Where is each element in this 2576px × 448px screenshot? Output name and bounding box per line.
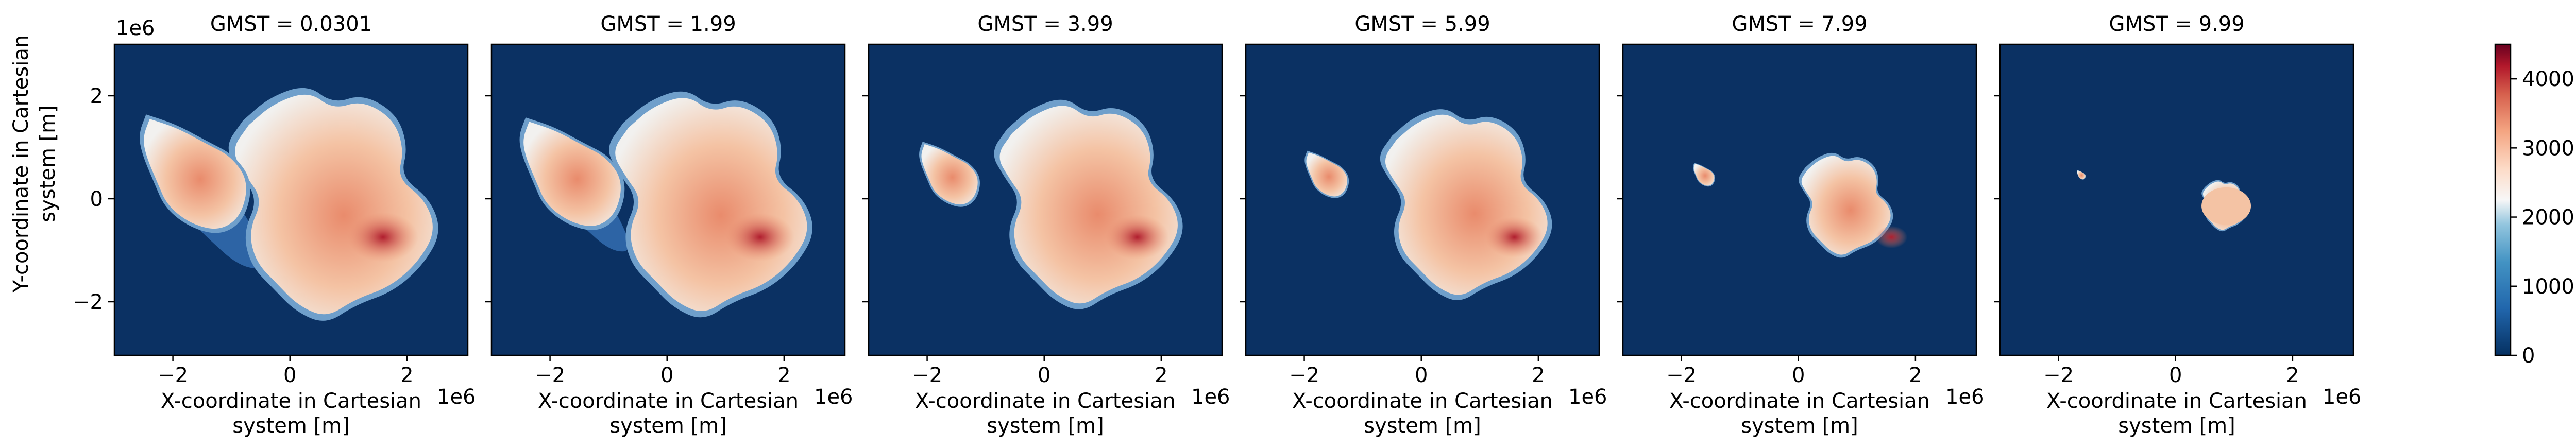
x-tick-label: −2	[158, 364, 188, 387]
axes-frame	[1245, 43, 1600, 356]
x-axis-label-line-1: X-coordinate in Cartesian	[161, 389, 421, 413]
x-tick-label: 2	[1909, 364, 1922, 387]
x-axis-label-line-2: system [m]	[232, 414, 350, 438]
map-panel-6: GMST = 9.99 −2 0 2X-coordinate in Cartesian…	[1994, 12, 2362, 438]
map-panel-5: GMST = 7.99 −2 0 2X-coordinate in Cartesian…	[1617, 12, 1985, 438]
panel-title: GMST = 3.99	[977, 12, 1113, 36]
y-axis-label: Y-coordinate in Cartesian system [m]	[9, 35, 60, 293]
map-panel-3: GMST = 3.99 −2 0 2X-coordinate in Cartesian…	[862, 12, 1230, 438]
x-axis-offset-label: 1e6	[814, 385, 853, 409]
x-tick-label: 0	[1415, 364, 1428, 387]
panel-title: GMST = 0.0301	[210, 12, 372, 36]
ice-body-west	[921, 144, 978, 205]
ice-sheet	[1693, 152, 1908, 258]
x-tick-label: 2	[400, 364, 413, 387]
axes-frame	[113, 43, 469, 356]
x-axis-label-line-1: X-coordinate in Cartesian	[538, 389, 799, 413]
ice-thick-core	[1105, 214, 1170, 260]
axes-frame	[1999, 43, 2354, 356]
x-tick-label: −2	[912, 364, 942, 387]
ice-sheet	[140, 88, 438, 321]
map-panel-background	[1623, 44, 1976, 355]
colorbar-tick-label: 1000	[2522, 275, 2574, 299]
x-tick-label: 0	[283, 364, 296, 387]
x-tick-label: −2	[1289, 364, 1319, 387]
panel-title: GMST = 7.99	[1732, 12, 1867, 36]
ice-body-west	[144, 119, 246, 229]
ice-body-west	[2077, 170, 2086, 180]
axes-frame	[1622, 43, 1977, 356]
colorbar: 01000200030004000land ice thickness [m]	[2494, 43, 2574, 368]
y-tick-label: 0	[90, 187, 103, 211]
ice-sheet	[919, 99, 1183, 309]
x-tick-label: 0	[660, 364, 673, 387]
axes-frame	[490, 43, 846, 356]
x-tick-label: 2	[1155, 364, 1167, 387]
ice-thick-core	[725, 213, 794, 262]
colorbar-tick-label: 3000	[2522, 136, 2574, 160]
colorbar-tick-label: 4000	[2522, 67, 2574, 91]
x-axis-label-line-2: system [m]	[987, 414, 1104, 438]
x-tick-label: −2	[2043, 364, 2074, 387]
x-axis-label-line-1: X-coordinate in Cartesian	[2046, 389, 2307, 413]
ice-sheet	[2077, 170, 2251, 232]
panels-group: GMST = 0.0301−2 0 220−2X-coordinate in Car…	[73, 12, 2361, 438]
x-axis-offset-label: 1e6	[1191, 385, 1230, 409]
y-axis-label-line-1: Y-coordinate in Cartesian	[9, 35, 33, 293]
colorbar-tick-label: 0	[2522, 344, 2535, 368]
x-axis-label-line-1: X-coordinate in Cartesian	[1669, 389, 1930, 413]
y-tick-label: 2	[90, 84, 103, 108]
ice-remnant-core	[2201, 187, 2251, 225]
panel-title: GMST = 9.99	[2109, 12, 2244, 36]
x-tick-label: 0	[1792, 364, 1805, 387]
axes-frame	[868, 43, 1223, 356]
x-axis-label-line-2: system [m]	[1741, 414, 1858, 438]
x-axis-offset-label: 1e6	[437, 385, 476, 409]
x-axis-offset-label: 1e6	[1945, 385, 1985, 409]
x-tick-label: 2	[2286, 364, 2299, 387]
panel-title: GMST = 1.99	[600, 12, 736, 36]
ice-thick-core	[1485, 216, 1544, 258]
x-tick-label: 0	[1038, 364, 1050, 387]
x-axis-label-line-2: system [m]	[1364, 414, 1481, 438]
x-tick-label: −2	[1666, 364, 1697, 387]
ice-body-west	[1306, 152, 1347, 197]
colorbar-tick-label: 2000	[2522, 206, 2574, 230]
ice-sheet	[519, 91, 812, 318]
x-tick-label: 2	[1532, 364, 1545, 387]
ice-body-west	[1693, 163, 1715, 186]
y-axis-label-line-2: system [m]	[36, 105, 60, 222]
x-axis-offset-label: 1e6	[2323, 385, 2362, 409]
ice-body-west	[523, 122, 621, 226]
ice-thick-core	[347, 212, 418, 262]
map-panel-4: GMST = 5.99 −2 0 2X-coordinate in Cartesian…	[1240, 12, 1607, 438]
y-axis-offset-label: 1e6	[116, 16, 155, 40]
y-tick-label: −2	[73, 290, 103, 314]
ice-sheet	[1304, 109, 1552, 300]
map-panel-background	[2000, 44, 2353, 355]
x-axis-label-line-2: system [m]	[609, 414, 727, 438]
map-panel-2: GMST = 1.99 −2 0 2X-coordinate in Cartesian…	[485, 12, 853, 438]
ice-thick-core	[1875, 226, 1908, 249]
colorbar-gradient	[2494, 43, 2512, 356]
panel-title: GMST = 5.99	[1354, 12, 1490, 36]
map-panel-1: GMST = 0.0301−2 0 220−2X-coordinate in Car…	[73, 12, 476, 438]
x-axis-offset-label: 1e6	[1568, 385, 1607, 409]
x-axis-label-line-1: X-coordinate in Cartesian	[915, 389, 1176, 413]
x-tick-label: −2	[535, 364, 565, 387]
ice-body-east	[1801, 156, 1891, 255]
x-axis-label-line-2: system [m]	[2118, 414, 2235, 438]
x-tick-label: 0	[2169, 364, 2182, 387]
x-axis-label-line-1: X-coordinate in Cartesian	[1292, 389, 1553, 413]
x-tick-label: 2	[777, 364, 790, 387]
